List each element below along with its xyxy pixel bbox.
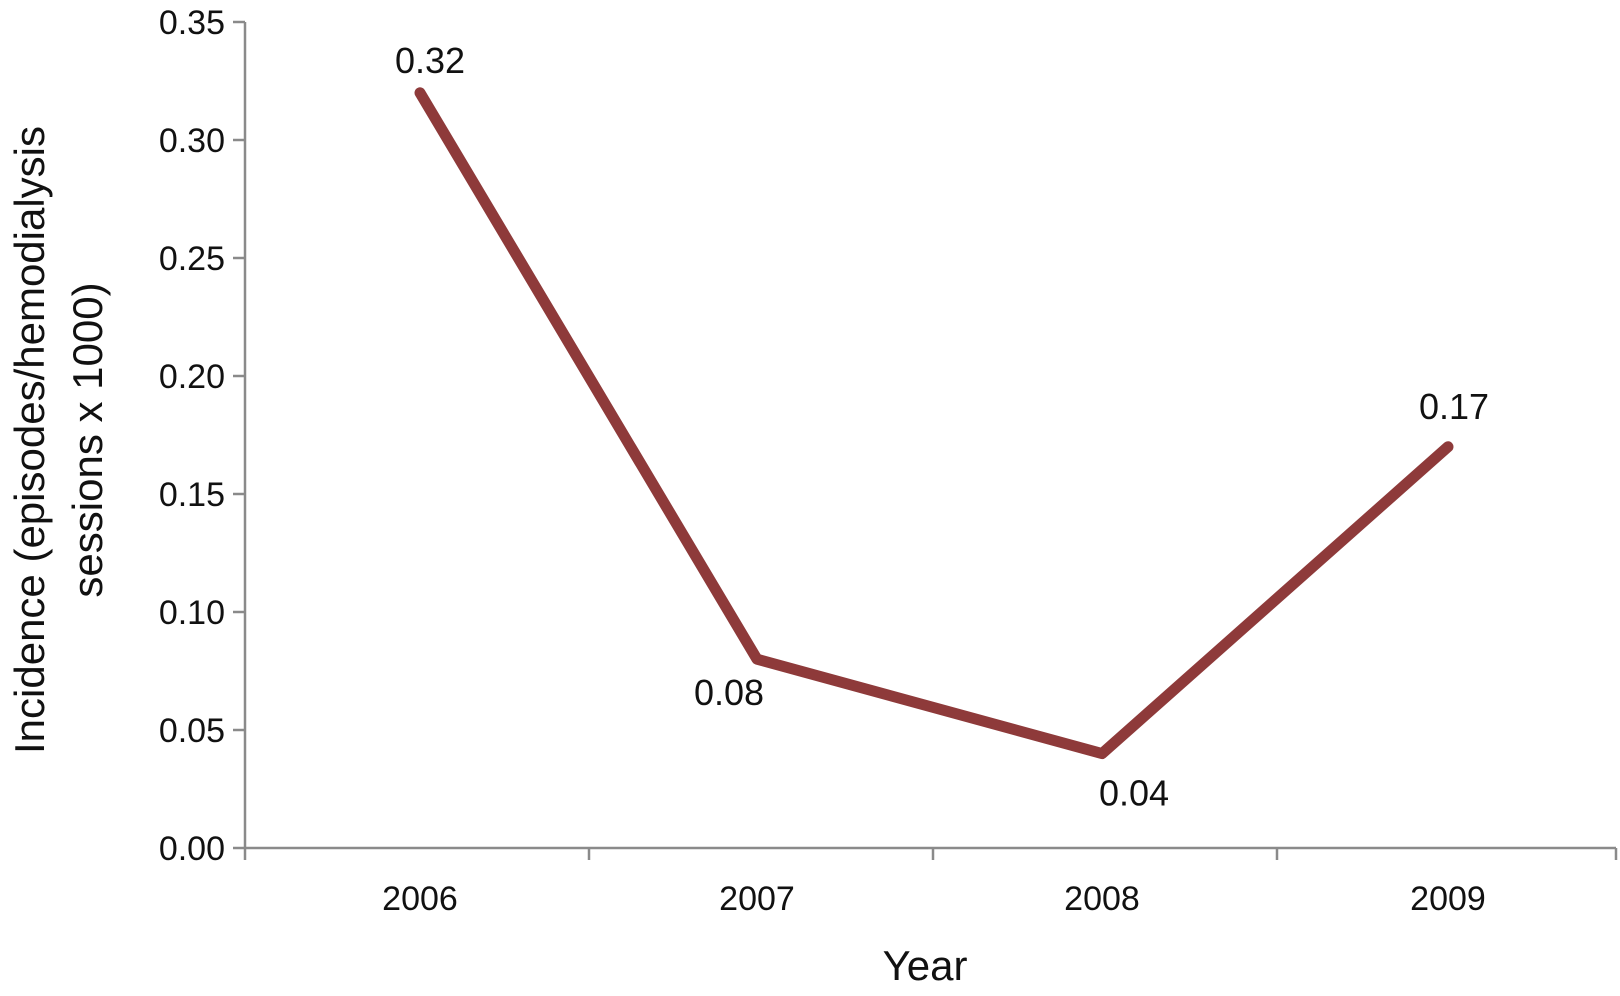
x-axis: 2006 2007 2008 2009	[243, 846, 1618, 918]
x-tick-label: 2009	[1410, 880, 1486, 918]
x-tick-label: 2007	[719, 880, 795, 918]
y-tick-label: 0.25	[159, 240, 225, 278]
data-label-layer: 0.32 0.08 0.04 0.17	[395, 40, 1489, 814]
y-tick-label: 0.00	[159, 830, 225, 868]
y-tick-label: 0.30	[159, 122, 225, 160]
y-axis-title-line-1: Incidence (episodes/hemodialysis	[6, 126, 53, 754]
x-axis-title: Year	[883, 942, 968, 989]
data-label: 0.17	[1419, 386, 1489, 427]
data-label: 0.08	[694, 672, 764, 713]
y-tick-label: 0.10	[159, 594, 225, 632]
y-axis-title-line-2: sessions x 1000)	[64, 282, 111, 597]
data-label: 0.04	[1099, 773, 1169, 814]
series-point	[756, 658, 758, 660]
series-point	[419, 92, 421, 94]
series-point	[1447, 446, 1449, 448]
x-tick-label: 2006	[382, 880, 458, 918]
x-tick-label: 2008	[1064, 880, 1140, 918]
series-point	[1101, 753, 1103, 755]
series-line	[414, 87, 1454, 760]
y-tick-label: 0.35	[159, 4, 225, 42]
y-tick-label: 0.15	[159, 476, 225, 514]
y-tick-label: 0.05	[159, 712, 225, 750]
data-label: 0.32	[395, 40, 465, 81]
series-layer	[414, 87, 1454, 760]
y-axis: 0.00 0.05 0.10 0.15 0.20 0.25 0.30 0.35	[159, 4, 247, 868]
y-tick-label: 0.20	[159, 358, 225, 396]
